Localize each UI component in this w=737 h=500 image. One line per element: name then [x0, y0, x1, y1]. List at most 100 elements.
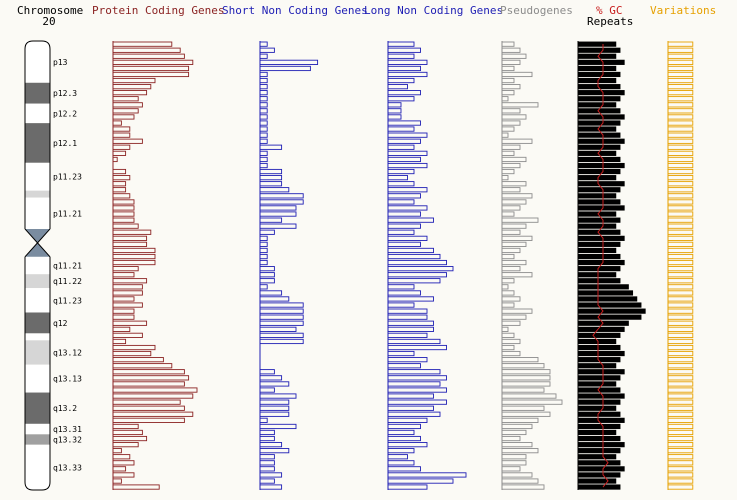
protein-bar [112, 302, 143, 308]
short-nc-bar [259, 478, 275, 484]
protein-bar [112, 411, 194, 417]
protein-bar [112, 332, 143, 338]
short-nc-bar [259, 114, 268, 120]
short-nc-bar [259, 120, 268, 126]
repeat-bar [577, 466, 625, 472]
protein-bar [112, 405, 185, 411]
repeat-bar [577, 41, 617, 47]
long-nc-bar [387, 84, 408, 90]
variation-bar [667, 460, 694, 466]
variation-bar [667, 484, 694, 490]
repeat-bar [577, 65, 617, 72]
long-nc-bar [387, 223, 421, 229]
long-nc-bar [387, 399, 447, 405]
band-label-q12: q12 [53, 319, 68, 328]
protein-bar [112, 199, 135, 205]
short-nc-bar [259, 466, 275, 472]
repeat-bar [577, 423, 621, 430]
repeat-bar [577, 405, 617, 411]
pseudo-bar [501, 84, 521, 90]
short-nc-bar [259, 314, 304, 320]
pseudo-bar [501, 393, 557, 399]
long-nc-bar [387, 266, 454, 272]
protein-bar [112, 77, 156, 84]
band-q13-2 [25, 392, 50, 424]
protein-bar [112, 156, 118, 163]
repeat-bar [577, 253, 621, 260]
protein-bar [112, 187, 127, 193]
pseudo-bar [501, 168, 515, 175]
repeat-bar [577, 211, 617, 217]
band-q12 [25, 312, 50, 334]
long-nc-bar [387, 259, 447, 266]
repeat-bar [577, 472, 621, 478]
protein-bar [112, 478, 122, 484]
short-nc-bar [259, 253, 268, 260]
variation-bar [667, 138, 694, 144]
repeat-bar [577, 223, 617, 229]
band-q13-31 [25, 423, 50, 435]
short-nc-bar [259, 290, 283, 296]
pseudo-bar [501, 478, 539, 484]
repeat-bar [577, 308, 646, 314]
short-nc-bar [259, 472, 283, 478]
long-nc-bar [387, 65, 421, 72]
protein-bar [112, 369, 185, 375]
variation-bar [667, 120, 694, 126]
long-nc-bar [387, 114, 402, 120]
long-nc-bar [387, 344, 447, 351]
pseudo-bar [501, 59, 521, 65]
pseudo-bar [501, 235, 533, 241]
variation-bar [667, 181, 694, 187]
variation-bar [667, 199, 694, 205]
pseudo-bar [501, 357, 539, 363]
protein-bar [112, 448, 122, 454]
pseudo-bar [501, 296, 521, 302]
protein-bar [112, 423, 139, 430]
variation-bar [667, 53, 694, 59]
protein-bar [112, 429, 143, 436]
variation-bar [667, 175, 694, 181]
long-noncoding-header: Long Non Coding Genes [364, 4, 504, 17]
short-nc-bar [259, 308, 304, 314]
band-label-q11-21: q11.21 [53, 262, 82, 271]
long-nc-bar [387, 369, 441, 375]
variation-bar [667, 229, 694, 235]
long-nc-bar [387, 454, 408, 460]
pseudo-bar [501, 187, 521, 193]
protein-bar [112, 278, 148, 284]
protein-bar [112, 417, 185, 423]
variation-bar [667, 102, 694, 108]
protein-bar [112, 205, 135, 211]
short-nc-bar [259, 247, 268, 254]
repeat-bar [577, 399, 621, 405]
centromere-edge [24, 228, 38, 244]
long-nc-bar [387, 314, 428, 320]
pseudo-bar [501, 229, 521, 235]
centromere-q [25, 242, 50, 257]
short-nc-bar [259, 423, 297, 430]
repeat-bar [577, 181, 625, 187]
long-nc-bar [387, 150, 428, 156]
gc-line [592, 44, 609, 488]
long-nc-bar [387, 253, 441, 260]
repeat-bar [577, 168, 621, 175]
pseudo-bar [501, 278, 515, 284]
variation-bar [667, 411, 694, 417]
repeat-bar [577, 314, 642, 320]
protein-bar [112, 138, 143, 144]
short-nc-bar [259, 235, 268, 241]
variation-bar [667, 393, 694, 399]
pseudo-bar [501, 454, 527, 460]
protein-bar [112, 454, 131, 460]
short-nc-bar [259, 338, 304, 345]
long-nc-bar [387, 387, 447, 393]
protein-bar [112, 120, 122, 126]
long-nc-bar [387, 120, 421, 126]
short-nc-bar [259, 278, 275, 284]
variation-bar [667, 144, 694, 150]
short-nc-bar [259, 369, 275, 375]
band-q13-32 [25, 434, 50, 445]
repeat-bar [577, 302, 642, 308]
protein-bar [112, 53, 185, 59]
